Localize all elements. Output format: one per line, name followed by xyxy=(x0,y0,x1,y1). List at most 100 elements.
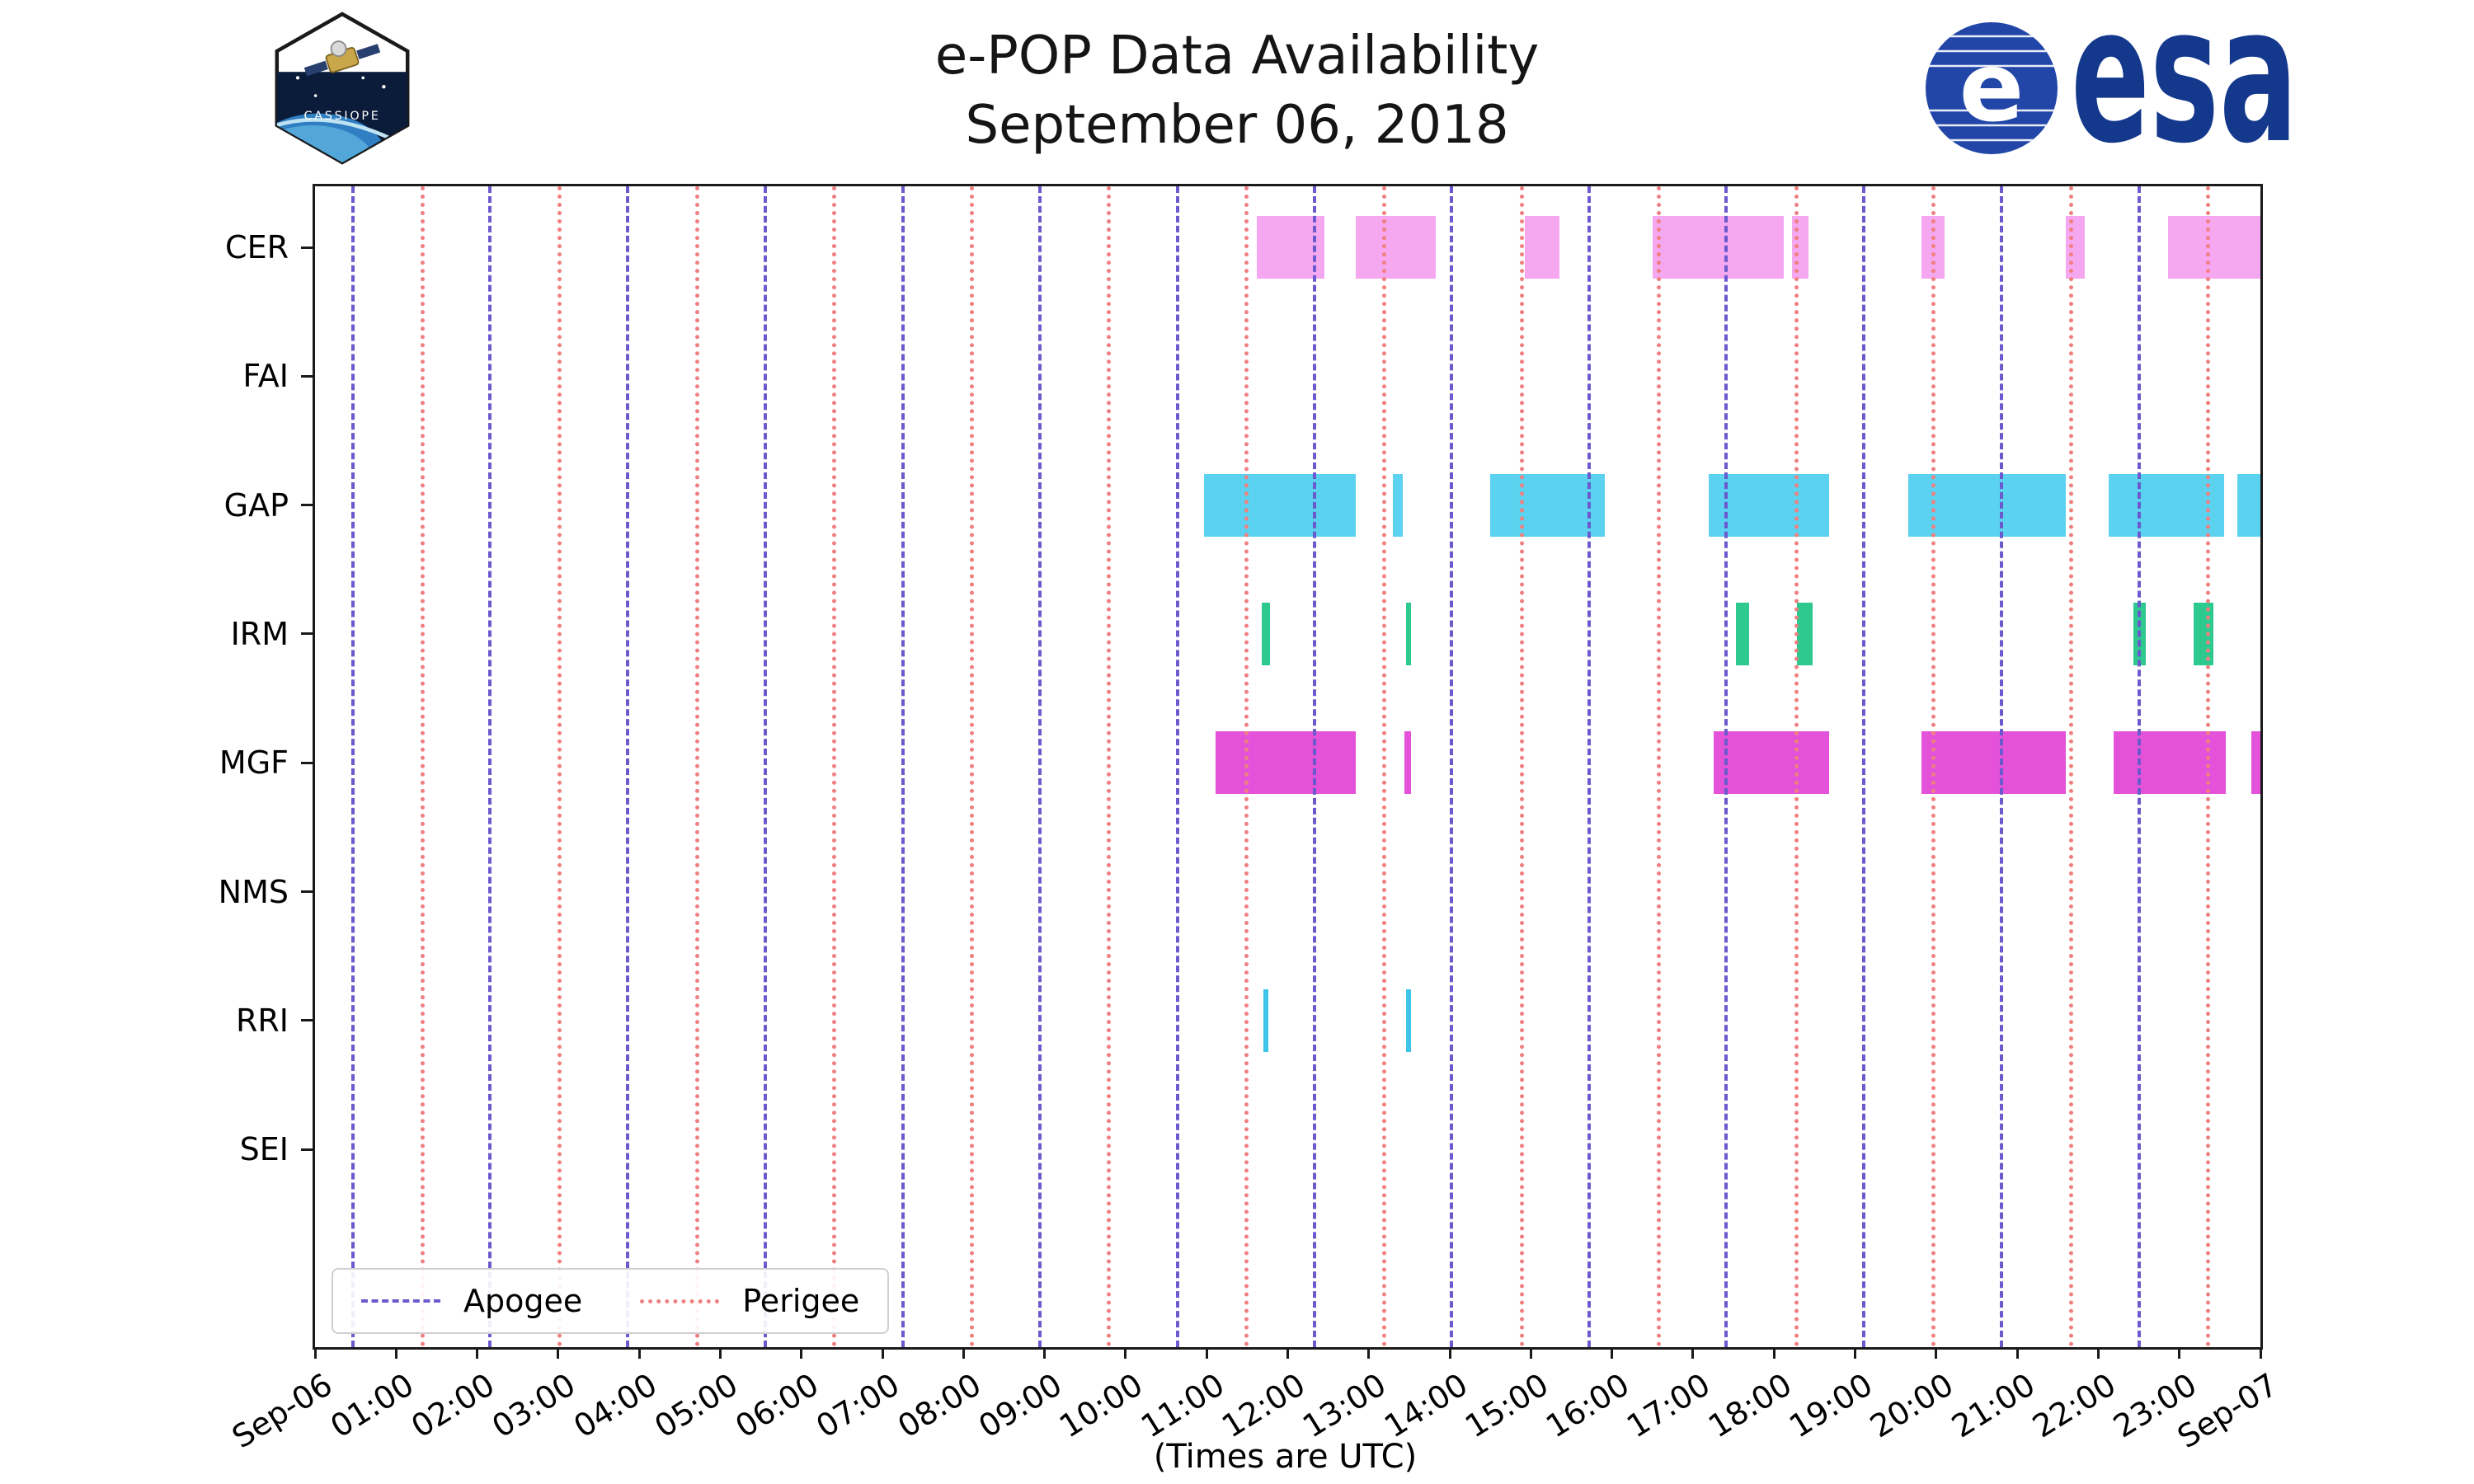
xtick-mark xyxy=(394,1347,397,1359)
perigee-line xyxy=(2069,186,2073,1347)
xtick-mark xyxy=(1854,1347,1857,1359)
ytick-label-nms: NMS xyxy=(218,873,289,910)
xtick-label-20-00: 20:00 xyxy=(1864,1366,1960,1445)
xtick-label-04-00: 04:00 xyxy=(567,1366,663,1445)
xtick-mark xyxy=(2096,1347,2100,1359)
apogee-line xyxy=(1587,186,1592,1347)
availability-bar-gap xyxy=(1204,473,1357,537)
availability-bar-irm xyxy=(1262,602,1270,665)
xtick-mark xyxy=(1691,1347,1695,1359)
xtick-mark xyxy=(2015,1347,2019,1359)
availability-bar-irm xyxy=(1406,602,1411,665)
ytick-mark xyxy=(301,761,313,764)
xtick-mark xyxy=(476,1347,479,1359)
availability-bar-gap xyxy=(1490,473,1605,537)
ytick-label-rri: RRI xyxy=(235,1002,289,1039)
xtick-mark xyxy=(1611,1347,1614,1359)
perigee-line xyxy=(2206,186,2211,1347)
legend-entry-perigee: Perigee xyxy=(640,1283,859,1319)
xtick-label-10-00: 10:00 xyxy=(1053,1366,1150,1445)
chart-subtitle: September 06, 2018 xyxy=(965,95,1509,157)
ytick-label-irm: IRM xyxy=(230,615,289,652)
ytick-label-sei: SEI xyxy=(239,1131,289,1168)
availability-bar-cer xyxy=(1524,216,1559,279)
xtick-label-03-00: 03:00 xyxy=(486,1366,582,1445)
apogee-line xyxy=(1724,186,1729,1347)
perigee-line xyxy=(832,186,837,1347)
xtick-label-12-00: 12:00 xyxy=(1216,1366,1312,1445)
apogee-line-sample xyxy=(361,1299,440,1303)
perigee-line xyxy=(970,186,975,1347)
xtick-label-19-00: 19:00 xyxy=(1783,1366,1879,1445)
xtick-mark xyxy=(962,1347,965,1359)
availability-bar-gap xyxy=(2109,473,2224,537)
apogee-line xyxy=(1450,186,1454,1347)
xtick-mark xyxy=(1124,1347,1127,1359)
xtick-label-07-00: 07:00 xyxy=(810,1366,906,1445)
availability-bar-cer xyxy=(1356,216,1437,279)
xtick-mark xyxy=(1286,1347,1289,1359)
availability-bar-gap xyxy=(1708,473,1830,537)
perigee-line xyxy=(1244,186,1249,1347)
ytick-label-cer: CER xyxy=(225,229,289,265)
xtick-label-16-00: 16:00 xyxy=(1540,1366,1636,1445)
availability-bar-gap xyxy=(1393,473,1404,537)
availability-bar-mgf xyxy=(1713,731,1830,795)
xtick-label-13-00: 13:00 xyxy=(1296,1366,1393,1445)
xtick-label-17-00: 17:00 xyxy=(1620,1366,1717,1445)
perigee-line xyxy=(1794,186,1799,1347)
xtick-label-15-00: 15:00 xyxy=(1459,1366,1555,1445)
xtick-mark xyxy=(1205,1347,1208,1359)
apogee-line xyxy=(1313,186,1316,1347)
availability-bar-gap xyxy=(2236,473,2260,537)
apogee-line xyxy=(351,186,355,1347)
apogee-line xyxy=(1999,186,2003,1347)
apogee-line xyxy=(1862,186,1866,1347)
perigee-line xyxy=(695,186,699,1347)
xtick-mark xyxy=(2259,1347,2262,1359)
legend: Apogee Perigee xyxy=(332,1268,890,1334)
xtick-mark xyxy=(1367,1347,1371,1359)
xtick-mark xyxy=(1043,1347,1047,1359)
xtick-mark xyxy=(881,1347,884,1359)
xtick-mark xyxy=(1772,1347,1776,1359)
availability-bar-mgf xyxy=(1921,731,2067,795)
chart-title-block: e-POP Data Availability September 06, 20… xyxy=(0,21,2474,161)
xtick-mark xyxy=(313,1347,317,1359)
ytick-label-mgf: MGF xyxy=(219,744,289,782)
chart-title: e-POP Data Availability xyxy=(934,26,1540,87)
ytick-mark xyxy=(301,504,313,507)
availability-bar-irm xyxy=(2194,602,2213,665)
xtick-mark xyxy=(1529,1347,1532,1359)
ytick-label-fai: FAI xyxy=(242,358,289,395)
esa-logo-icon: e esa xyxy=(1926,18,2298,158)
perigee-line xyxy=(1656,186,1661,1347)
perigee-line xyxy=(420,186,425,1347)
availability-bar-mgf xyxy=(1216,731,1356,795)
esa-wordmark: esa xyxy=(2071,18,2298,158)
xtick-label-21-00: 21:00 xyxy=(1945,1366,2041,1445)
perigee-line xyxy=(557,186,562,1347)
ytick-mark xyxy=(301,374,313,378)
cassiope-patch-label: CASSIOPE xyxy=(303,110,380,123)
ytick-mark xyxy=(301,246,313,249)
availability-bar-irm xyxy=(1736,602,1749,665)
apogee-line xyxy=(488,186,492,1347)
availability-bar-irm xyxy=(1796,602,1813,665)
xtick-mark xyxy=(1448,1347,1451,1359)
xtick-label-01-00: 01:00 xyxy=(323,1366,421,1445)
perigee-line xyxy=(1107,186,1112,1347)
apogee-line xyxy=(626,186,630,1347)
perigee-line xyxy=(1519,186,1524,1347)
apogee-label: Apogee xyxy=(463,1283,583,1319)
xtick-mark xyxy=(2178,1347,2181,1359)
apogee-line xyxy=(2137,186,2141,1347)
xtick-label-11-00: 11:00 xyxy=(1134,1366,1230,1445)
apogee-line xyxy=(901,186,905,1347)
ytick-label-gap: GAP xyxy=(223,486,289,524)
apogee-line xyxy=(1037,186,1042,1347)
availability-bar-rri xyxy=(1406,989,1411,1052)
availability-bar-cer xyxy=(1652,216,1784,279)
ytick-mark xyxy=(301,890,313,893)
xtick-mark xyxy=(718,1347,722,1359)
